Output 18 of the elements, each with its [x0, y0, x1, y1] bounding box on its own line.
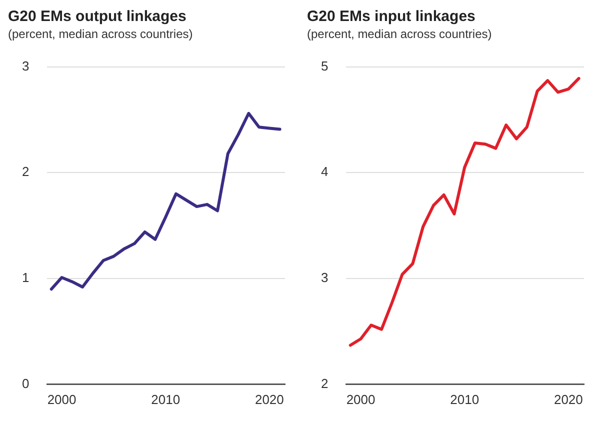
y-tick-label: 2 [22, 164, 30, 180]
x-tick-label: 2000 [346, 392, 376, 407]
x-tick-label: 2010 [151, 392, 180, 407]
chart-subtitle: (percent, median across countries) [8, 27, 194, 41]
y-tick-label: 2 [320, 376, 328, 391]
y-tick-label: 0 [22, 376, 30, 391]
chart-subtitle: (percent, median across countries) [307, 27, 493, 41]
y-tick-label: 1 [22, 270, 30, 286]
chart-title: G20 EMs output linkages [8, 8, 188, 25]
x-tick-label: 2000 [47, 392, 76, 407]
y-tick-label: 5 [320, 58, 328, 74]
chart-title: G20 EMs input linkages [307, 8, 476, 25]
x-tick-label: 2020 [554, 392, 583, 407]
y-tick-label: 3 [22, 58, 30, 74]
x-tick-label: 2010 [450, 392, 480, 407]
x-tick-label: 2020 [254, 392, 284, 407]
y-tick-label: 3 [320, 270, 328, 286]
y-tick-label: 4 [320, 164, 328, 180]
